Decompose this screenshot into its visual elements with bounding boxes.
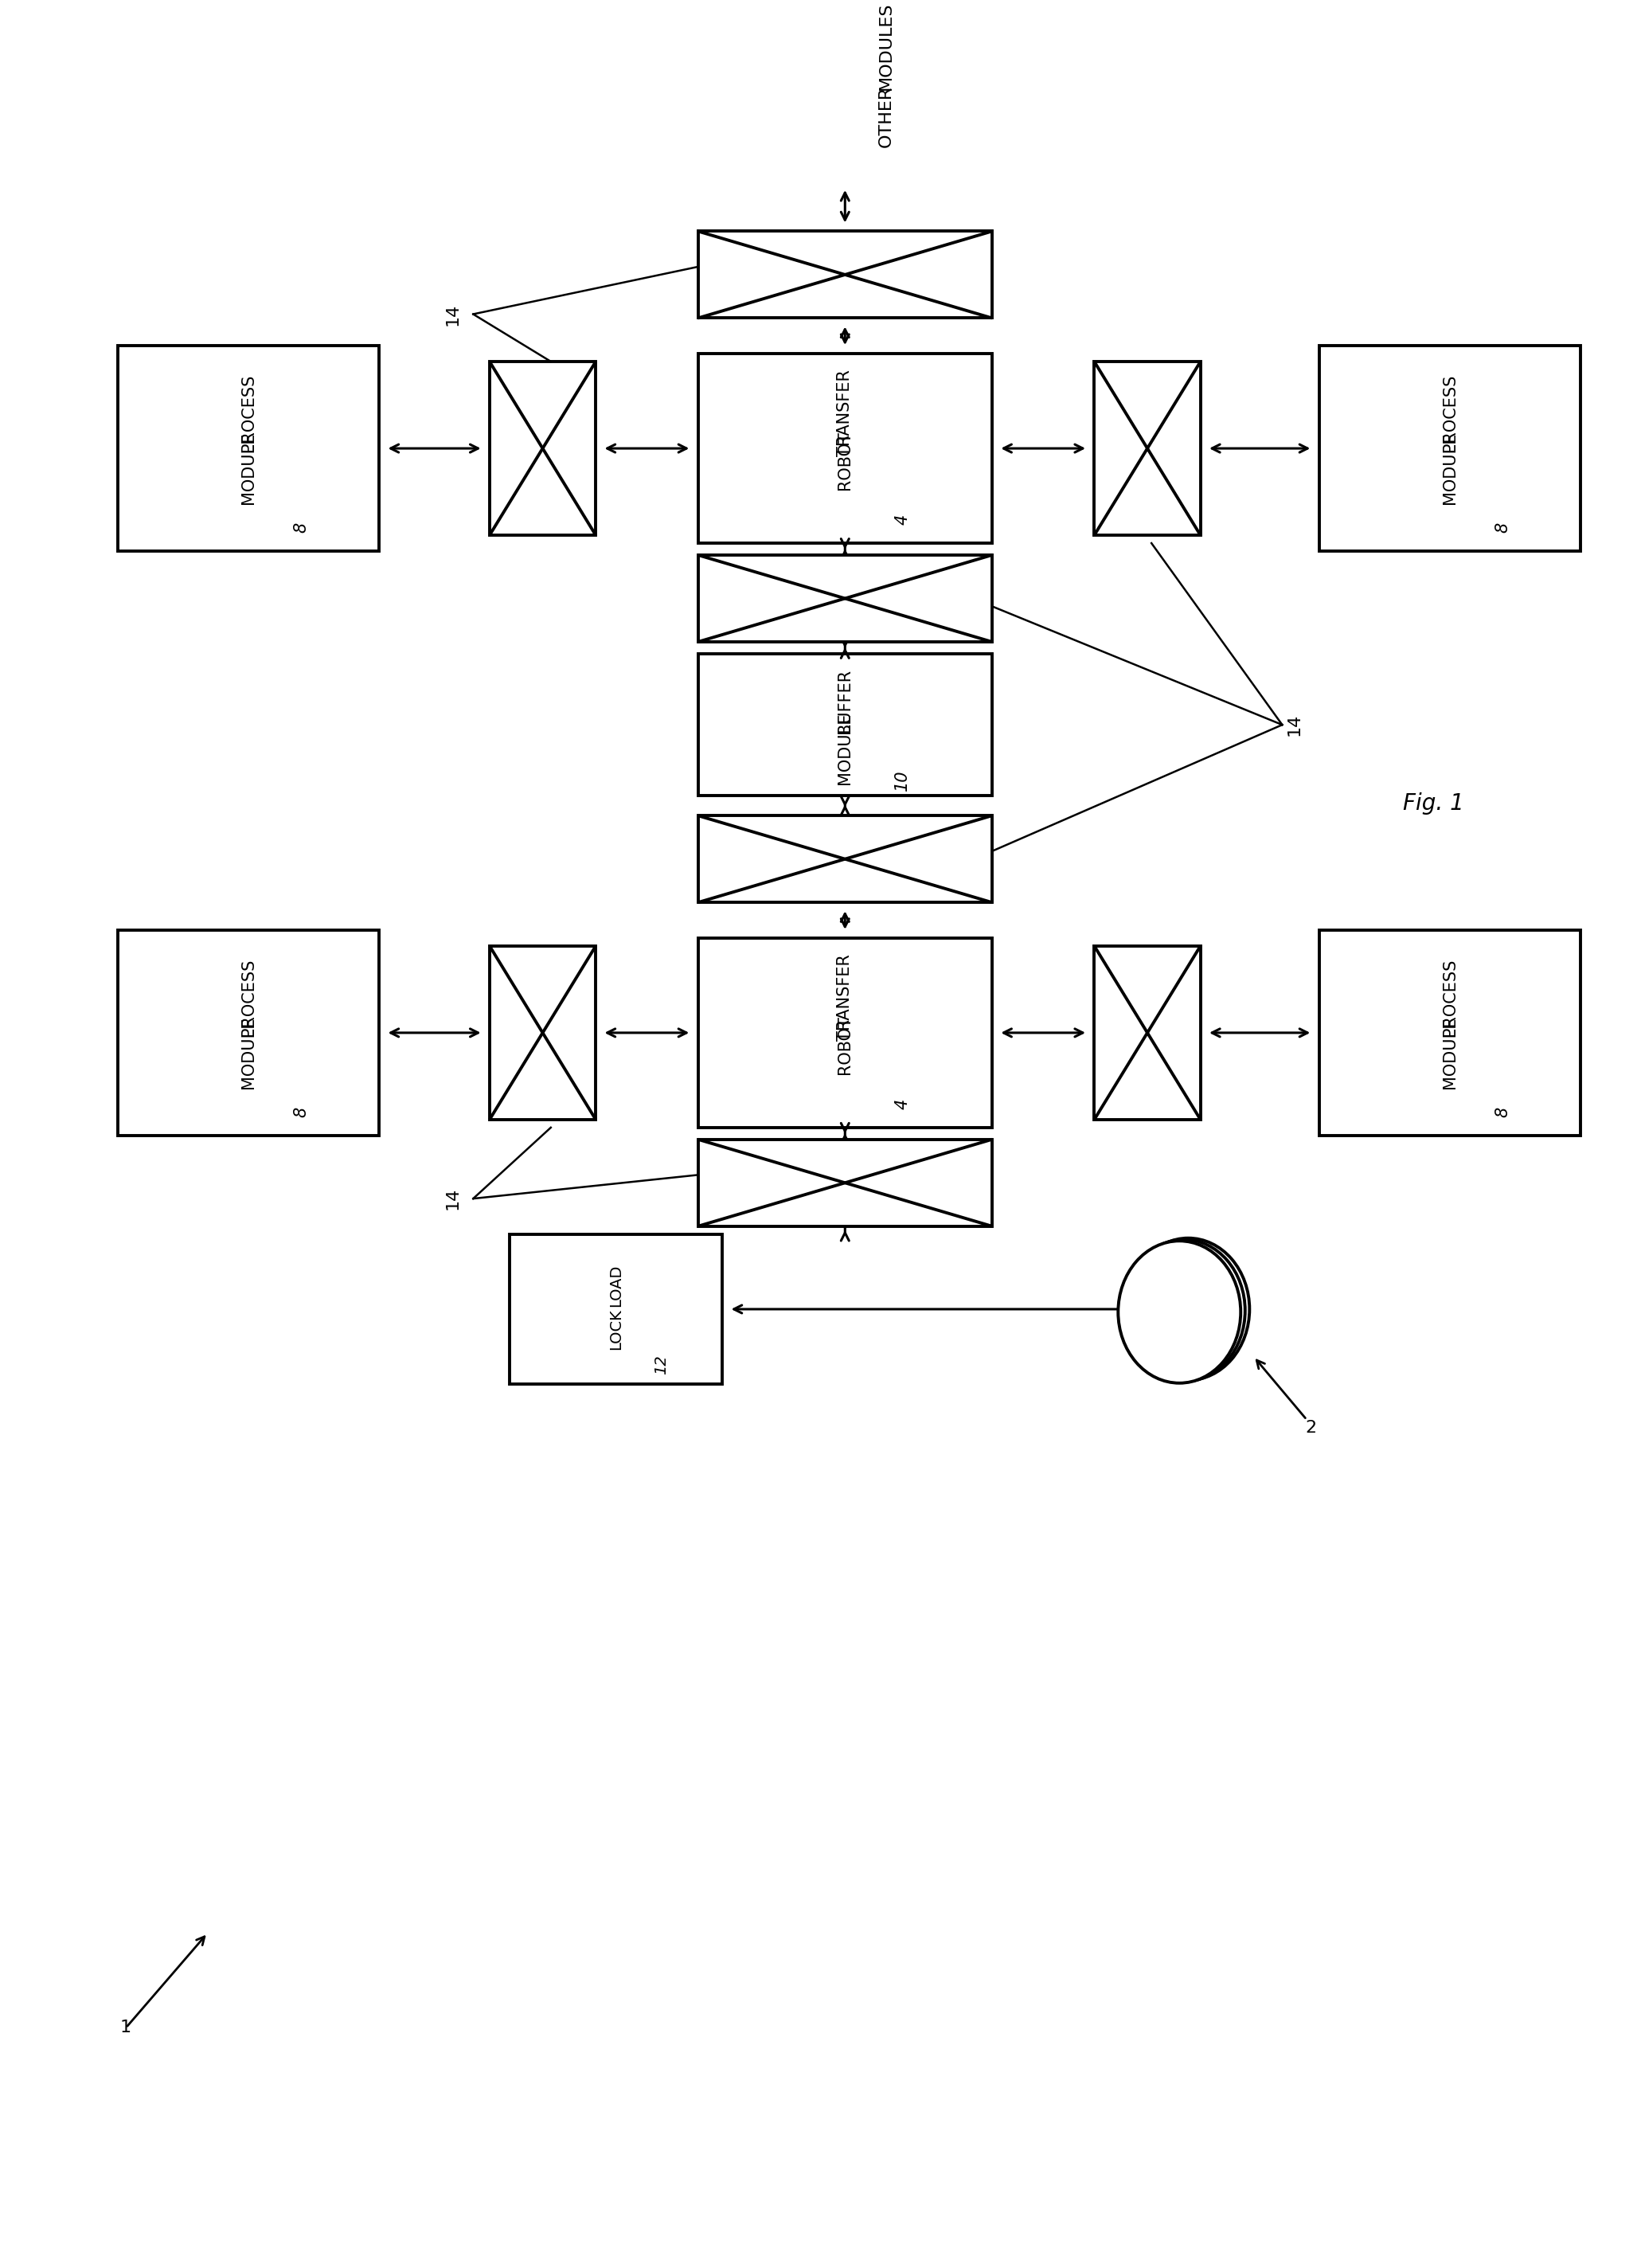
Text: PROCESS: PROCESS [1442,374,1457,451]
Text: 4: 4 [894,515,911,524]
Text: LOCK: LOCK [609,1309,624,1349]
Text: ROBOT: ROBOT [837,431,853,490]
Text: ROBOT: ROBOT [837,1016,853,1075]
Text: LOAD: LOAD [609,1263,624,1306]
Text: 14: 14 [445,304,461,324]
Ellipse shape [1127,1238,1249,1381]
Text: BUFFER: BUFFER [837,669,853,733]
Text: MODULE: MODULE [241,1016,256,1089]
Bar [489,361,596,535]
Text: OTHER: OTHER [878,86,894,147]
Bar [697,231,993,318]
Ellipse shape [1122,1241,1246,1381]
Bar [1095,946,1201,1120]
Text: 8: 8 [294,522,310,533]
Text: 8: 8 [1495,522,1511,533]
Bar [697,653,993,796]
Text: PROCESS: PROCESS [241,374,256,451]
Text: MODULES: MODULES [878,2,894,91]
Text: TRANSFER: TRANSFER [837,370,853,456]
Bar [1095,361,1201,535]
Bar [697,816,993,903]
Bar [697,354,993,542]
Text: MODULE: MODULE [837,712,853,785]
Ellipse shape [1118,1241,1241,1383]
Bar [1319,930,1580,1136]
Text: Fig. 1: Fig. 1 [1403,792,1464,814]
Bar [697,939,993,1127]
Bar [697,1139,993,1227]
Text: TRANSFER: TRANSFER [837,955,853,1041]
Bar [1319,345,1580,551]
Text: 8: 8 [1495,1107,1511,1118]
Bar [118,930,379,1136]
Text: 10: 10 [894,769,911,792]
Bar [697,556,993,642]
Bar [510,1234,722,1383]
Bar [118,345,379,551]
Text: 14: 14 [445,1188,461,1209]
Text: 2: 2 [1305,1420,1316,1436]
Text: 4: 4 [894,1098,911,1109]
Text: MODULE: MODULE [1442,1016,1457,1089]
Text: 12: 12 [653,1354,670,1374]
Text: 1: 1 [120,2021,131,2037]
Text: MODULE: MODULE [241,433,256,503]
Text: MODULE: MODULE [1442,433,1457,503]
Text: PROCESS: PROCESS [241,959,256,1036]
Text: PROCESS: PROCESS [1442,959,1457,1036]
Text: 8: 8 [294,1107,310,1118]
Bar [489,946,596,1120]
Text: 14: 14 [1287,714,1303,737]
